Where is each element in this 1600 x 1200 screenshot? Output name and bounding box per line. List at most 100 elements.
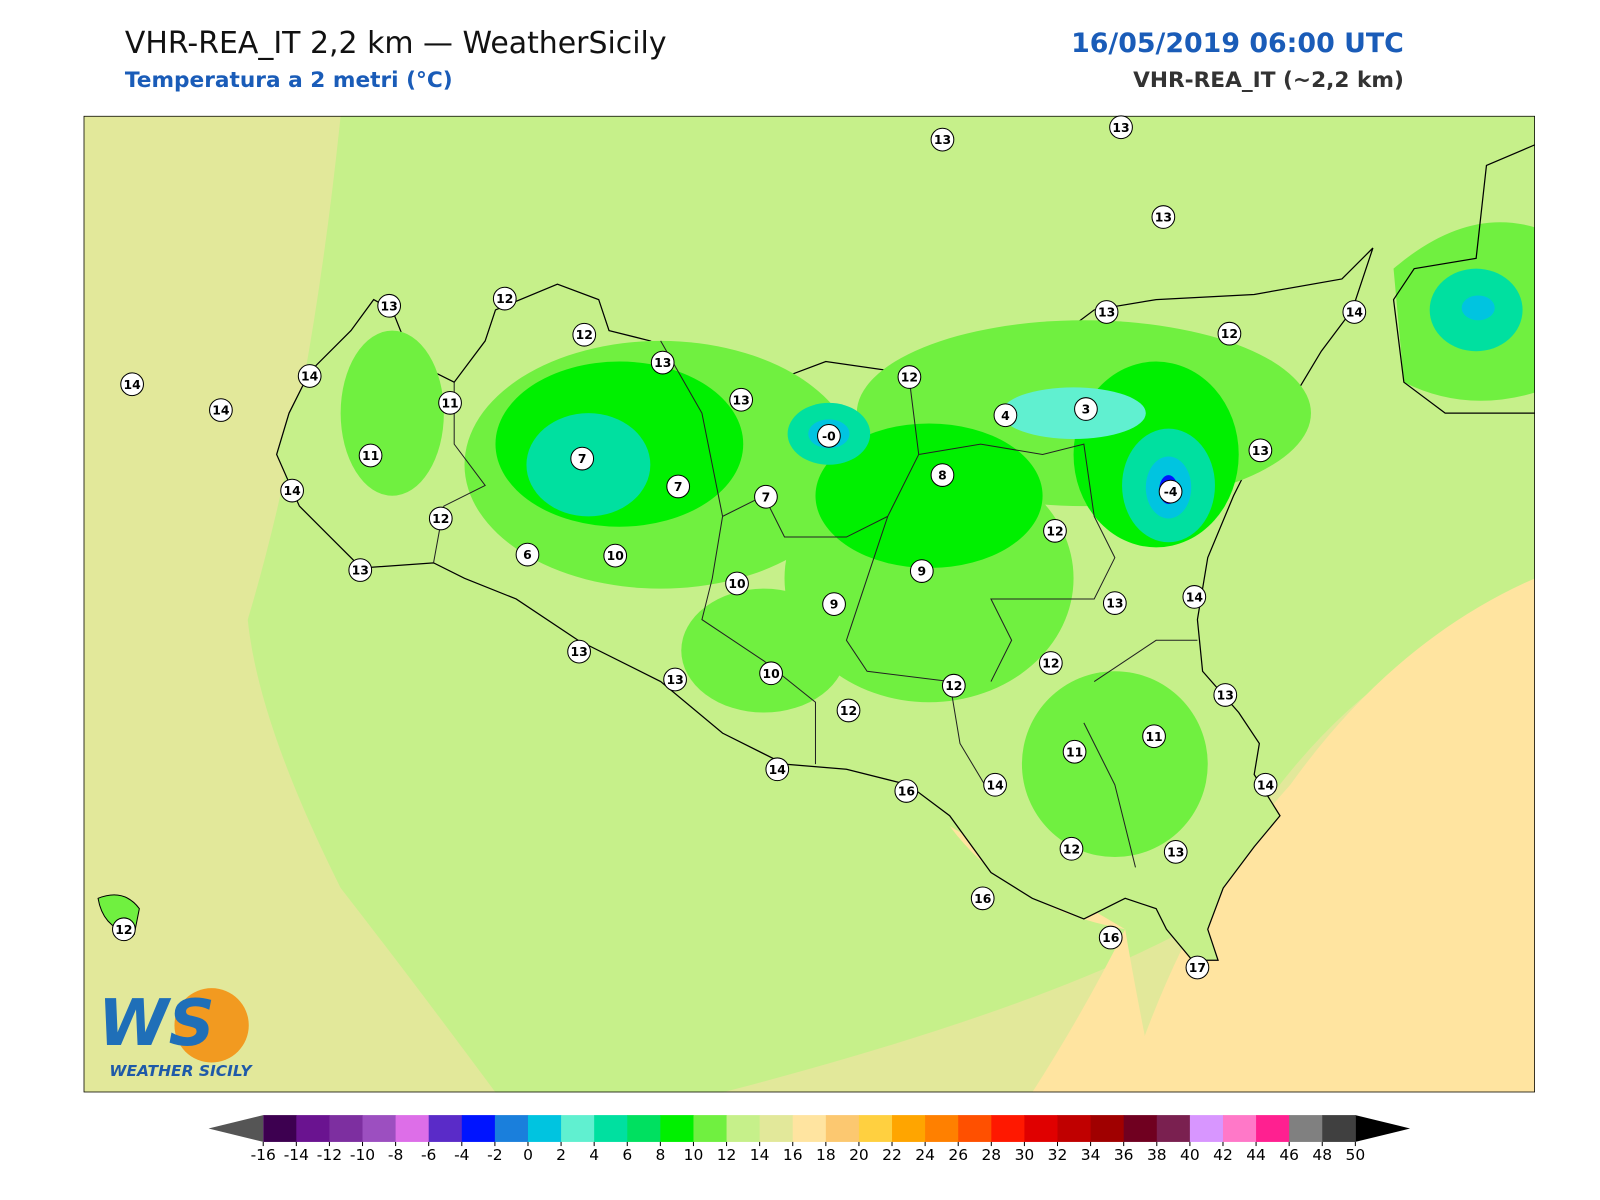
colorbar-segment: [296, 1115, 330, 1142]
colorbar-segment: [1156, 1115, 1191, 1142]
station-marker: [1182, 585, 1207, 609]
station-marker: [1185, 955, 1210, 980]
station-marker: [983, 772, 1007, 797]
colorbar-segment: [428, 1115, 463, 1142]
station-label: 14: [1186, 590, 1204, 604]
station-marker: [666, 474, 691, 499]
station-marker: [1043, 518, 1067, 543]
station-label: 11: [362, 449, 379, 463]
colorbar-segment: [362, 1115, 397, 1142]
station-marker: [1217, 321, 1242, 346]
colorbar-tick-label: 34: [1081, 1146, 1101, 1164]
colorbar: -16 -14 -12 -10 -8 -6 -4 -2 0 2 4 6 8 10 12 14 16 18 20 22 2…: [208, 1115, 1411, 1164]
colorbar-tick-label: 16: [783, 1146, 803, 1164]
colorbar-tick-label: 44: [1246, 1146, 1266, 1164]
colorbar-segment: [561, 1115, 595, 1142]
colorbar-segment: [958, 1115, 992, 1142]
station-marker: [1038, 651, 1063, 675]
colorbar-tick-label: 4: [589, 1146, 599, 1164]
colorbar-segment: [1222, 1115, 1257, 1142]
station-label: 13: [352, 564, 369, 578]
station-marker: [897, 365, 922, 389]
station-label: 13: [654, 356, 671, 370]
station-label: -4: [1164, 485, 1178, 499]
station-label: 13: [1112, 121, 1129, 135]
station-marker: [1074, 397, 1098, 421]
colorbar-segment: [693, 1115, 728, 1142]
colorbar-tick-label: 24: [915, 1146, 935, 1164]
station-marker: [209, 398, 233, 422]
station-marker: [817, 424, 841, 448]
colorbar-segment: [527, 1115, 562, 1142]
station-marker: [909, 559, 934, 583]
station-label: 16: [898, 784, 915, 798]
station-label: 14: [769, 763, 787, 777]
station-marker: [930, 463, 955, 487]
colorbar-tick-label: 46: [1279, 1146, 1299, 1164]
subtitle: Temperatura a 2 metri (°C): [125, 68, 453, 93]
station-marker: [1248, 438, 1273, 463]
station-marker: [1163, 840, 1188, 864]
station-label: 13: [1098, 306, 1115, 320]
datetime: 16/05/2019 06:00 UTC: [1071, 28, 1404, 59]
station-label: 13: [381, 299, 398, 313]
model-label: VHR-REA_IT (~2,2 km): [1133, 68, 1404, 93]
station-label: 12: [496, 292, 513, 306]
colorbar-tick-label: 42: [1213, 1146, 1233, 1164]
colorbar-tick-label: 10: [684, 1146, 704, 1164]
colorbar-tick-label: 18: [816, 1146, 836, 1164]
station-label: 14: [986, 778, 1004, 792]
colorbar-segment: [594, 1115, 628, 1142]
colorbar-tick-label: 14: [750, 1146, 770, 1164]
colorbar-segment: [329, 1115, 364, 1142]
colorbar-segment: [1057, 1115, 1092, 1142]
colorbar-segment: [1256, 1115, 1290, 1142]
colorbar-tick-label: 48: [1312, 1146, 1332, 1164]
station-label: 13: [1155, 211, 1172, 225]
station-marker: [377, 293, 402, 318]
station-label: 9: [830, 598, 839, 612]
station-marker: [1142, 724, 1166, 749]
station-label: 13: [1217, 689, 1234, 703]
station-label: 12: [1042, 657, 1059, 671]
logo-text: WEATHER SICILY: [109, 1062, 253, 1080]
colorbar-segment: [395, 1115, 430, 1142]
station-label: 16: [1102, 931, 1119, 945]
colorbar-tick-label: 38: [1147, 1146, 1167, 1164]
station-marker: [1094, 300, 1119, 324]
station-label: 16: [974, 892, 991, 906]
station-marker: [1102, 591, 1127, 615]
colorbar-segment: [759, 1115, 794, 1142]
station-marker: [1062, 739, 1087, 764]
station-label: 10: [607, 549, 625, 563]
map-field: [83, 115, 1535, 1093]
station-marker: [112, 917, 136, 942]
colorbar-tick-label: -8: [388, 1146, 403, 1164]
colorbar-tick-label: 36: [1114, 1146, 1134, 1164]
station-marker: [765, 757, 790, 782]
colorbar-segment: [991, 1115, 1025, 1142]
colorbar-tick-label: -12: [317, 1146, 342, 1164]
station-label: 12: [1221, 327, 1238, 341]
colorbar-tick-label: 26: [948, 1146, 968, 1164]
station-label: 12: [840, 704, 857, 718]
station-marker: [941, 673, 966, 698]
station-label: 12: [115, 923, 132, 937]
colorbar-under: [208, 1115, 264, 1142]
colorbar-tick-label: 8: [655, 1146, 665, 1164]
station-marker: [754, 484, 778, 509]
colorbar-segment: [792, 1115, 827, 1142]
station-marker: [1109, 115, 1133, 140]
colorbar-tick-label: 32: [1048, 1146, 1068, 1164]
station-label: 10: [762, 667, 780, 681]
station-marker: [822, 592, 846, 616]
station-label: 14: [1257, 778, 1275, 792]
colorbar-segment: [1090, 1115, 1125, 1142]
station-marker: [729, 387, 754, 412]
station-label: 14: [212, 404, 230, 418]
station-marker: [759, 661, 783, 686]
station-label: 13: [733, 393, 750, 407]
logo-mark: WS: [98, 987, 215, 1061]
station-marker: [1342, 300, 1367, 324]
colorbar-over: [1355, 1115, 1411, 1142]
